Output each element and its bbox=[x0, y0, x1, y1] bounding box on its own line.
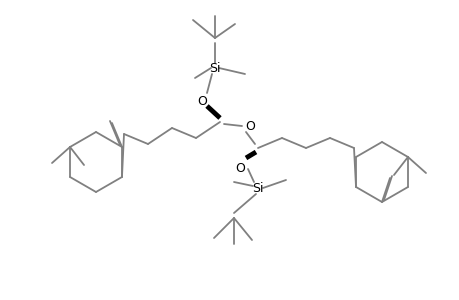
Text: Si: Si bbox=[252, 182, 263, 194]
Text: O: O bbox=[235, 161, 244, 175]
Text: Si: Si bbox=[209, 61, 220, 74]
Text: O: O bbox=[245, 121, 254, 134]
Text: O: O bbox=[196, 94, 207, 107]
